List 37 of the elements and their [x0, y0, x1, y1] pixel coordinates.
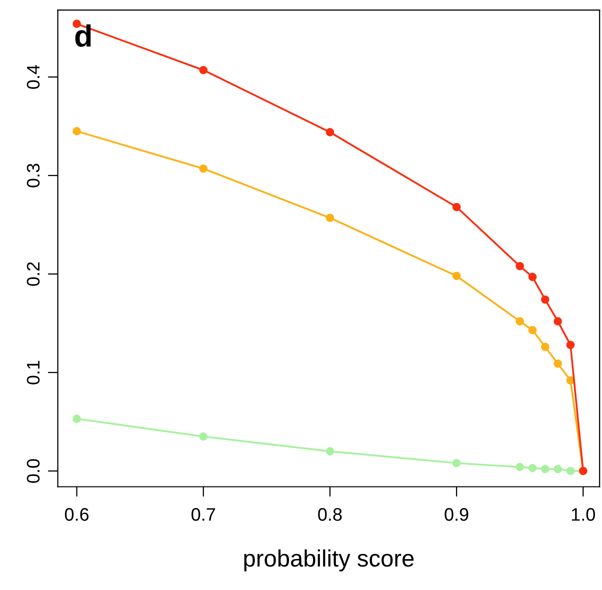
point — [528, 326, 537, 334]
x-tick-label: 0.7 — [192, 508, 216, 521]
point — [540, 464, 550, 474]
point — [199, 164, 208, 173]
x-axis-title: probability score — [244, 549, 414, 572]
point — [566, 466, 575, 476]
point — [516, 462, 524, 472]
point — [554, 317, 562, 326]
point — [326, 214, 334, 222]
point — [72, 414, 81, 423]
point — [540, 342, 550, 352]
point — [516, 317, 524, 326]
point — [452, 202, 461, 212]
point — [516, 262, 524, 270]
x-tick-label: 0.8 — [318, 508, 342, 521]
x-tick-label: 0.9 — [444, 508, 468, 521]
point — [326, 447, 334, 456]
point — [540, 295, 550, 304]
y-tick-label: 0.1 — [26, 360, 40, 384]
y-tick-label: 0.0 — [26, 459, 40, 483]
point — [452, 272, 461, 280]
y-tick-label: 0.4 — [26, 64, 40, 89]
x-tick-label: 0.6 — [64, 508, 89, 521]
point — [528, 464, 537, 472]
point — [566, 340, 575, 350]
point — [528, 272, 537, 282]
point — [199, 432, 208, 441]
point — [72, 127, 81, 136]
point — [199, 66, 208, 74]
y-tick-label: 0.3 — [26, 164, 40, 188]
point — [452, 458, 461, 468]
x-tick-label: 1.0 — [572, 508, 595, 521]
point — [554, 464, 562, 474]
point — [326, 128, 334, 136]
y-tick-label: 0.2 — [26, 262, 40, 286]
annotation: d — [75, 24, 91, 47]
point — [554, 359, 562, 368]
